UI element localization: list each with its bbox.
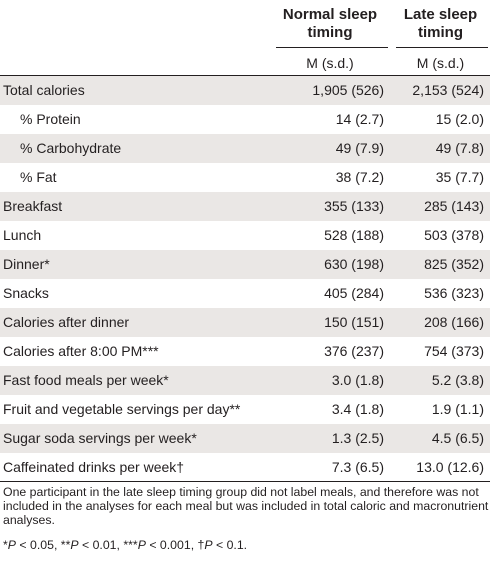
late-sleep-value: 285 (143) — [424, 198, 484, 214]
footnote-significance: *P < 0.05, **P < 0.01, ***P < 0.001, †P … — [3, 538, 248, 552]
normal-sleep-value: 3.0 (1.8) — [331, 372, 384, 388]
row-label: Total calories — [3, 82, 85, 98]
normal-sleep-value: 38 (7.2) — [335, 169, 384, 185]
late-sleep-value: 35 (7.7) — [435, 169, 484, 185]
table-row: Calories after dinner 150 (151) 208 (166) — [0, 308, 490, 337]
normal-sleep-value: 405 (284) — [324, 285, 384, 301]
header-divider — [0, 75, 490, 76]
table-header — [0, 0, 490, 75]
stat-subheader-normal: M (s.d.) — [306, 55, 354, 71]
normal-sleep-value: 376 (237) — [324, 343, 384, 359]
row-label: % Fat — [20, 169, 57, 185]
table-row: Snacks 405 (284) 536 (323) — [0, 279, 490, 308]
table-row: % Fat 38 (7.2) 35 (7.7) — [0, 163, 490, 192]
table-row: % Protein 14 (2.7) 15 (2.0) — [0, 105, 490, 134]
late-sleep-value: 825 (352) — [424, 256, 484, 272]
normal-sleep-value: 630 (198) — [324, 256, 384, 272]
column-title-line2: timing — [418, 24, 463, 41]
normal-sleep-value: 355 (133) — [324, 198, 384, 214]
normal-sleep-value: 49 (7.9) — [335, 140, 384, 156]
normal-sleep-value: 14 (2.7) — [335, 111, 384, 127]
row-label: Breakfast — [3, 198, 63, 214]
row-label: Sugar soda servings per week* — [3, 430, 197, 446]
header-rule-late — [396, 47, 488, 48]
normal-sleep-value: 150 (151) — [324, 314, 384, 330]
table-row: Fruit and vegetable servings per day** 3.… — [0, 395, 490, 424]
row-label: % Carbohydrate — [20, 140, 122, 156]
late-sleep-value: 2,153 (524) — [412, 82, 484, 98]
normal-sleep-value: 1.3 (2.5) — [331, 430, 384, 446]
normal-sleep-value: 1,905 (526) — [312, 82, 384, 98]
header-rule-normal — [276, 47, 388, 48]
normal-sleep-value: 528 (188) — [324, 227, 384, 243]
table-row: Sugar soda servings per week* 1.3 (2.5) 4.… — [0, 424, 490, 453]
table-row: Fast food meals per week* 3.0 (1.8) 5.2 (3… — [0, 366, 490, 395]
row-label: Lunch — [3, 227, 42, 243]
row-label: Fast food meals per week* — [3, 372, 169, 388]
late-sleep-value: 208 (166) — [424, 314, 484, 330]
table-row: % Carbohydrate 49 (7.9) 49 (7.8) — [0, 134, 490, 163]
late-sleep-value: 4.5 (6.5) — [431, 430, 484, 446]
row-label: Calories after 8:00 PM*** — [3, 343, 159, 359]
column-title-line2: timing — [307, 24, 353, 41]
late-sleep-value: 503 (378) — [424, 227, 484, 243]
table-row: Calories after 8:00 PM*** 376 (237) 754 (3… — [0, 337, 490, 366]
row-label: Calories after dinner — [3, 314, 130, 330]
table-row: Lunch 528 (188) 503 (378) — [0, 221, 490, 250]
row-label: Fruit and vegetable servings per day** — [3, 401, 241, 417]
late-sleep-value: 49 (7.8) — [435, 140, 484, 156]
table-row: Breakfast 355 (133) 285 (143) — [0, 192, 490, 221]
table-row: Dinner* 630 (198) 825 (352) — [0, 250, 490, 279]
row-label: % Protein — [20, 111, 81, 127]
column-title-line1: Late sleep — [403, 6, 478, 23]
stat-subheader-late: M (s.d.) — [416, 55, 465, 71]
late-sleep-value: 13.0 (12.6) — [416, 459, 484, 475]
late-sleep-value: 5.2 (3.8) — [431, 372, 484, 388]
table-row: Total calories 1,905 (526) 2,153 (524) — [0, 76, 490, 105]
column-header-normal-sleep: Normal sleep timing — [271, 6, 389, 42]
row-label: Caffeinated drinks per week† — [3, 459, 185, 475]
normal-sleep-value: 3.4 (1.8) — [331, 401, 384, 417]
table-row: Caffeinated drinks per week† 7.3 (6.5) 13.… — [0, 453, 490, 482]
normal-sleep-value: 7.3 (6.5) — [331, 459, 384, 475]
row-label: Snacks — [3, 285, 49, 301]
column-header-late-sleep: Late sleep timing — [393, 6, 488, 42]
table-bottom-rule — [0, 481, 490, 482]
column-title-line1: Normal sleep — [282, 6, 378, 23]
footnote-missing-meals: One participant in the late sleep timing… — [3, 485, 489, 527]
late-sleep-value: 754 (373) — [424, 343, 484, 359]
late-sleep-value: 1.9 (1.1) — [431, 401, 484, 417]
row-label: Dinner* — [3, 256, 50, 272]
late-sleep-value: 536 (323) — [424, 285, 484, 301]
late-sleep-value: 15 (2.0) — [435, 111, 484, 127]
